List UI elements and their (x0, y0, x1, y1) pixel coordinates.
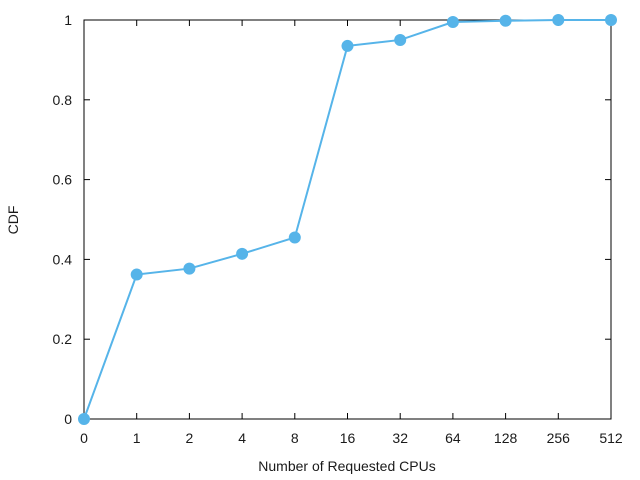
data-point (130, 268, 143, 281)
y-tick-label: 0 (64, 411, 72, 427)
data-point (552, 14, 565, 26)
x-tick-label: 2 (186, 430, 194, 446)
x-tick-label: 8 (291, 430, 299, 446)
x-axis-ticks: 0 1 2 4 8 16 32 64 128 256 512 (80, 20, 623, 446)
y-tick-label: 0.4 (53, 251, 73, 267)
x-tick-label: 4 (238, 430, 246, 446)
y-tick-label: 0.8 (53, 92, 73, 108)
data-point (288, 231, 301, 244)
x-tick-label: 1 (133, 430, 141, 446)
x-tick-label: 256 (547, 430, 571, 446)
x-axis-label: Number of Requested CPUs (258, 458, 435, 474)
x-tick-label: 128 (494, 430, 518, 446)
y-axis-label: CDF (5, 206, 21, 235)
data-point (499, 14, 512, 27)
x-tick-label: 16 (340, 430, 356, 446)
data-point (183, 262, 196, 275)
y-tick-label: 0.2 (53, 331, 73, 347)
series-layer (78, 14, 617, 425)
series-line (83, 19, 611, 420)
data-point (394, 33, 407, 46)
data-point (341, 39, 354, 52)
y-tick-label: 1 (64, 12, 72, 28)
data-point (236, 247, 249, 260)
data-point (446, 15, 459, 28)
data-point (78, 413, 90, 425)
x-tick-label: 512 (599, 430, 623, 446)
y-axis-ticks: 0 0.2 0.4 0.6 0.8 1 (53, 12, 611, 427)
x-tick-label: 64 (445, 430, 461, 446)
x-tick-label: 32 (392, 430, 408, 446)
data-point (605, 14, 617, 26)
y-tick-label: 0.6 (53, 172, 73, 188)
x-tick-label: 0 (80, 430, 88, 446)
plot-frame (83, 19, 612, 420)
